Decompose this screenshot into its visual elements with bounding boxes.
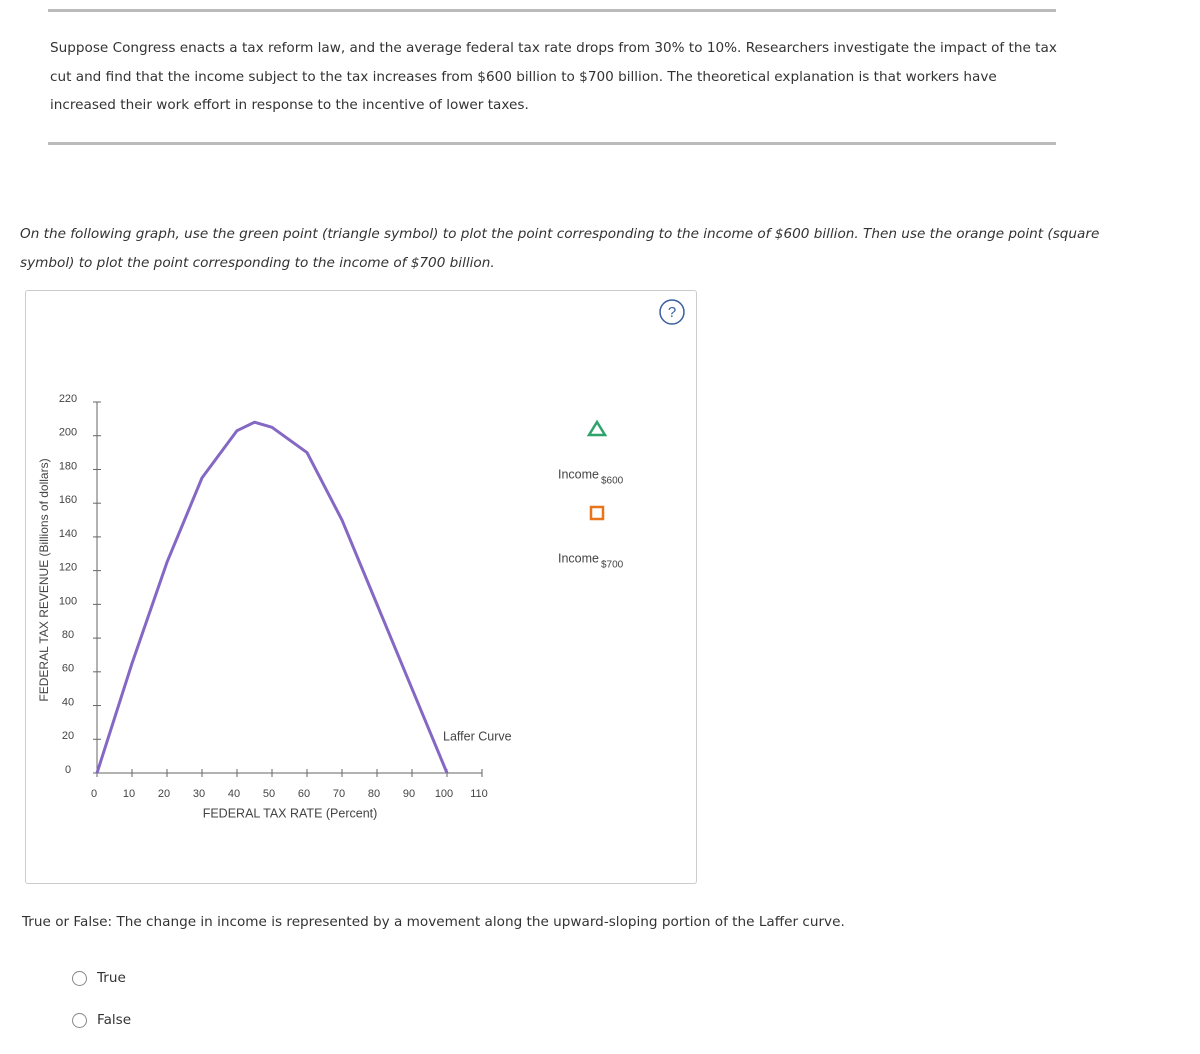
square-tool[interactable]: [589, 505, 605, 521]
y-tick-label: 80: [62, 629, 74, 641]
radio-button[interactable]: [72, 970, 87, 986]
radio-button[interactable]: [72, 1012, 87, 1028]
option-label[interactable]: True: [97, 970, 126, 986]
y-tick-label: 180: [59, 460, 77, 472]
graph: ? FEDERAL TAX REVENUE (Billions of dolla…: [37, 299, 685, 820]
radio-option[interactable]: False: [72, 1012, 131, 1028]
y-tick-label: 60: [62, 663, 74, 675]
y-tick-label: 100: [59, 595, 77, 607]
graph-panel: [25, 290, 697, 884]
tool-subscript: $700: [601, 560, 624, 571]
x-tick-label: 0: [91, 788, 97, 800]
x-tick-label: 70: [333, 788, 345, 800]
help-icon[interactable]: [659, 299, 685, 325]
y-tick-label: 120: [59, 562, 77, 574]
triangle-tool[interactable]: [586, 419, 608, 437]
y-tick-label: 0: [65, 764, 71, 776]
laffer-curve: [95, 420, 449, 774]
y-tick-label: 160: [59, 494, 77, 506]
x-tick-label: 30: [193, 788, 205, 800]
help-text[interactable]: ?: [668, 304, 676, 321]
divider: [48, 142, 1056, 145]
x-tick-label: 10: [123, 788, 135, 800]
x-tick-label: 100: [435, 788, 453, 800]
radio-option[interactable]: True: [72, 970, 126, 986]
y-axis-title: FEDERAL TAX REVENUE (Billions of dollars…: [37, 458, 51, 701]
x-tick-label: 20: [158, 788, 170, 800]
divider: [48, 9, 1056, 12]
y-tick-label: 200: [59, 427, 77, 439]
option-label[interactable]: False: [97, 1012, 132, 1028]
problem-text: Suppose Congress enacts a tax reform law…: [50, 40, 1057, 113]
x-tick-label: 80: [368, 788, 380, 800]
question-text: True or False: The change in income is r…: [22, 914, 845, 930]
x-tick-label: 90: [403, 788, 415, 800]
y-tick-label: 220: [59, 393, 77, 405]
tool-label: Income: [558, 551, 599, 565]
tool-subscript: $600: [601, 476, 624, 487]
tool-label: Income: [558, 467, 599, 481]
x-tick-label: 50: [263, 788, 275, 800]
y-tick-label: 140: [59, 528, 77, 540]
x-tick-label: 40: [228, 788, 240, 800]
x-tick-label: 110: [470, 788, 488, 800]
instruction-text: On the following graph, use the green po…: [20, 226, 1100, 271]
y-tick-label: 40: [62, 696, 74, 708]
y-tick-label: 20: [62, 730, 74, 742]
curve-label: Laffer Curve: [443, 729, 512, 743]
x-axis-title: FEDERAL TAX RATE (Percent): [203, 806, 378, 820]
x-tick-label: 60: [298, 788, 310, 800]
